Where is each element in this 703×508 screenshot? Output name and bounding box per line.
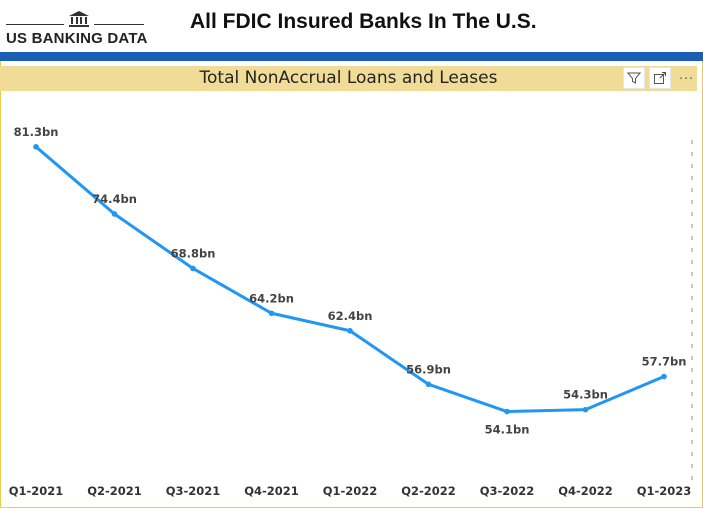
- line-chart: 81.3bn Q1-2021 74.4bn Q2-2021 68.8bn Q3-2021 6…: [9, 125, 692, 498]
- data-label: 56.9bn: [406, 362, 451, 376]
- x-tick-label: Q2-2021: [87, 484, 142, 498]
- x-tick-label: Q1-2023: [637, 484, 692, 498]
- data-label: 64.2bn: [249, 291, 294, 305]
- chart-title: Total NonAccrual Loans and Leases: [199, 68, 498, 88]
- data-point[interactable]: [111, 211, 118, 217]
- data-label: 62.4bn: [328, 309, 373, 323]
- scroll-track: [691, 140, 693, 480]
- data-label: 81.3bn: [14, 125, 59, 139]
- page-title: All FDIC Insured Banks In The U.S.: [190, 10, 537, 33]
- data-point[interactable]: [425, 381, 432, 388]
- chart-title-band: [0, 66, 697, 91]
- x-tick-label: Q2-2022: [401, 484, 456, 498]
- us-banking-data-logo: US BANKING DATA: [6, 10, 148, 48]
- data-label: 68.8bn: [171, 246, 216, 260]
- logo-rule-right: [94, 24, 144, 25]
- data-point[interactable]: [582, 406, 589, 413]
- series-line: [35, 145, 665, 414]
- logo-text: US BANKING DATA: [6, 30, 148, 47]
- focus-mode-icon[interactable]: [649, 67, 671, 89]
- visual-header-icons: ···: [623, 67, 697, 89]
- header-accent-bar: [0, 52, 703, 61]
- x-tick-label: Q3-2022: [480, 484, 535, 498]
- data-point[interactable]: [190, 265, 196, 272]
- data-point[interactable]: [347, 327, 353, 334]
- x-tick-label: Q4-2021: [244, 484, 299, 498]
- x-tick-label: Q4-2022: [558, 484, 613, 498]
- data-point[interactable]: [33, 144, 39, 150]
- data-label: 57.7bn: [642, 355, 687, 369]
- more-options-icon[interactable]: ···: [678, 69, 694, 86]
- data-label: 74.4bn: [92, 192, 137, 206]
- bank-building-icon: [69, 11, 89, 27]
- x-tick-label: Q1-2022: [323, 484, 378, 498]
- data-point[interactable]: [661, 373, 667, 380]
- x-tick-label: Q3-2021: [166, 484, 221, 498]
- data-point[interactable]: [504, 408, 510, 415]
- logo-rule-left: [6, 24, 64, 25]
- filter-icon[interactable]: [623, 67, 645, 89]
- report-header: US BANKING DATA All FDIC Insured Banks I…: [0, 0, 703, 52]
- data-label: 54.1bn: [485, 423, 530, 437]
- data-label: 54.3bn: [563, 388, 608, 402]
- x-tick-label: Q1-2021: [9, 484, 64, 498]
- data-point[interactable]: [268, 310, 275, 317]
